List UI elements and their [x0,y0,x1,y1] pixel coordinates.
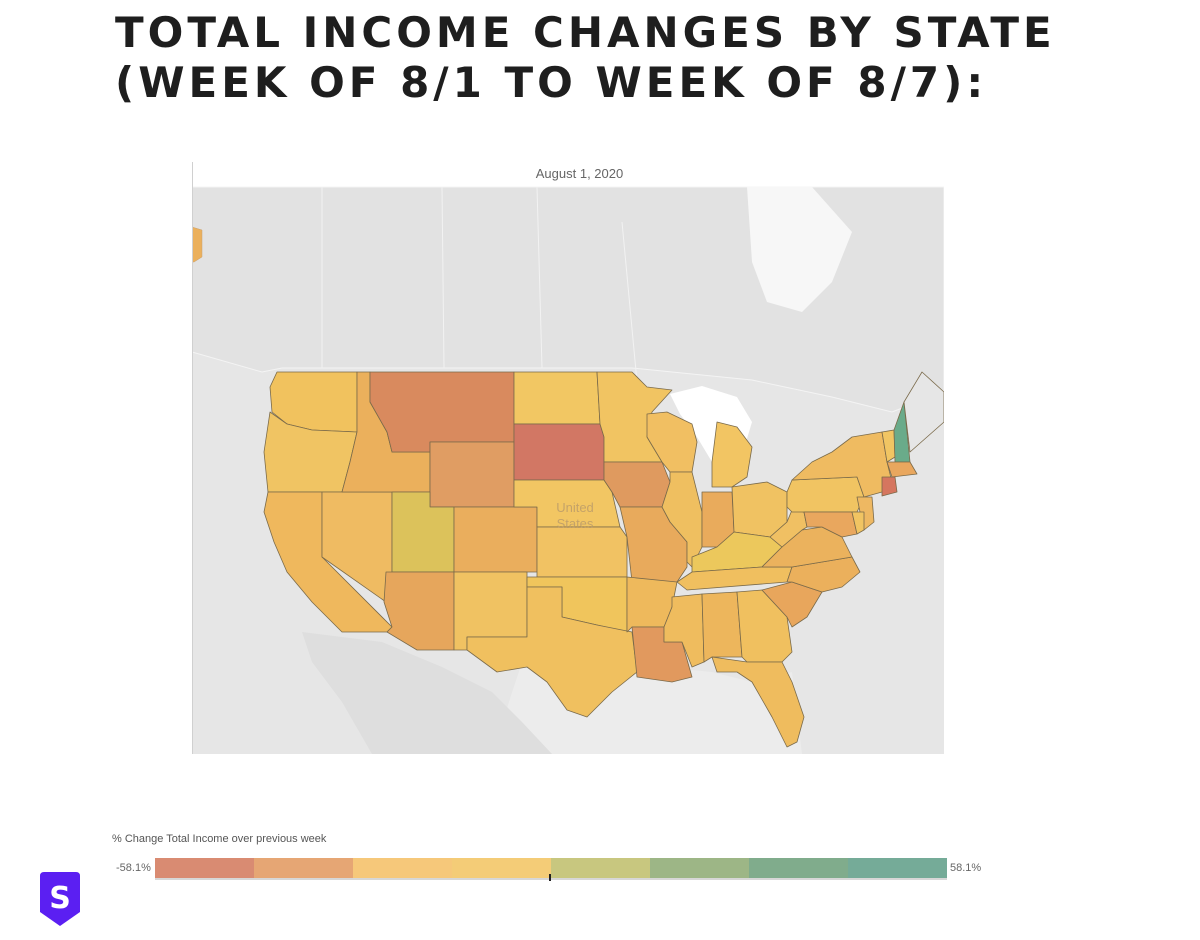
legend-min-label: -58.1% [116,862,151,874]
state-kansas [536,526,628,578]
state-texas [466,586,638,718]
states-group [263,371,944,748]
state-michigan [711,421,753,488]
logo-letter: S [49,881,71,916]
state-pennsylvania [786,476,865,513]
legend-max-label: 58.1% [950,862,982,874]
state-colorado [453,506,538,573]
legend-swatch-7 [749,858,848,878]
map-left-edge [192,162,193,754]
legend-swatch-5 [551,858,650,878]
legend-swatch-8 [848,858,947,878]
legend-swatch-1 [155,858,254,878]
state-alabama [701,591,743,663]
country-label-line-1: United [556,500,594,515]
legend-swatch-3 [353,858,452,878]
legend-midpoint-tick [549,874,551,881]
state-connecticut [881,476,898,497]
logo-shield-shape [40,872,80,926]
state-maine [903,371,944,453]
page-title: TOTAL INCOME CHANGES BY STATE (WEEK OF 8… [115,8,1155,108]
legend-swatch-4 [452,858,551,878]
map-date-caption: August 1, 2020 [535,166,624,181]
page-title-line-2: (WEEK OF 8/1 TO WEEK OF 8/7): [115,58,988,107]
state-new-jersey [856,496,875,531]
choropleth-map: United States August 1, 2020 [192,162,944,754]
state-delaware [851,511,865,535]
country-label-line-2: States [557,516,594,531]
legend-swatch-6 [650,858,749,878]
hudson-bay [747,187,852,312]
legend-swatch-2 [254,858,353,878]
mexico-land [302,632,552,754]
state-north-dakota [513,371,601,425]
state-illinois [661,471,703,568]
us-state-map-svg: United States [192,186,944,754]
canada-province-line-2 [441,186,445,369]
bc-island [192,226,203,263]
brand-logo-icon: S [40,872,80,926]
legend-color-bar [155,858,947,880]
state-montana [369,371,515,453]
state-massachusetts [886,461,918,478]
state-south-dakota [513,423,605,481]
canada-province-line-3 [536,186,543,369]
state-virginia [761,526,853,568]
legend-title: % Change Total Income over previous week [112,833,327,845]
canada-province-line-4 [621,221,638,383]
state-florida [711,656,805,748]
page-title-line-1: TOTAL INCOME CHANGES BY STATE [115,8,1056,57]
state-wyoming [429,441,515,508]
